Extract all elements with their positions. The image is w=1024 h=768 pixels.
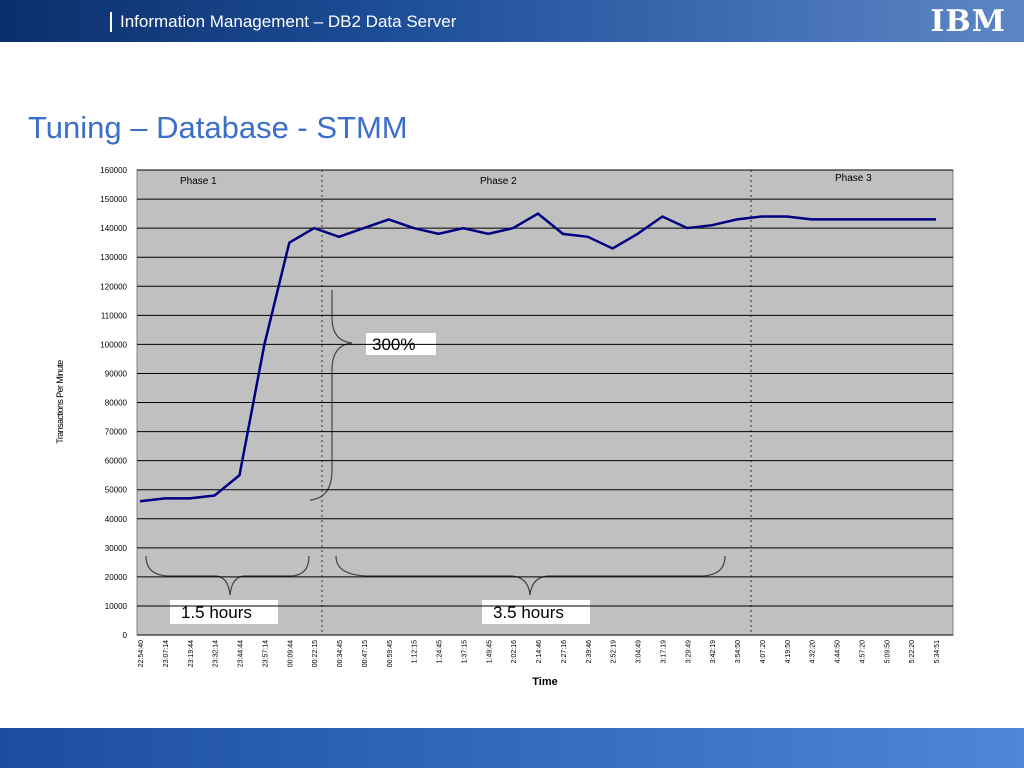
y-tick-label: 160000 [100, 166, 127, 175]
x-tick-label: 4:57:20 [859, 640, 866, 663]
y-tick-label: 30000 [105, 544, 128, 553]
y-tick-label: 70000 [105, 428, 128, 437]
label-bg [170, 600, 278, 624]
x-tick-label: 1:24:45 [437, 640, 444, 663]
phase-label: Phase 3 [835, 173, 872, 184]
y-tick-label: 100000 [100, 340, 127, 349]
x-tick-label: 2:27:16 [561, 640, 568, 663]
phase-label: Phase 1 [180, 176, 217, 187]
x-tick-label: 5:22:20 [909, 640, 916, 663]
y-tick-label: 50000 [105, 486, 128, 495]
y-tick-label: 140000 [100, 224, 127, 233]
x-tick-label: 1:12:15 [412, 640, 419, 663]
y-tick-label: 10000 [105, 602, 128, 611]
x-tick-label: 23:19:44 [188, 640, 195, 667]
x-tick-label: 00:59:45 [387, 640, 394, 667]
chart: Phase 1 Phase 2 Phase 3 300% 1.5 hours 3… [55, 166, 954, 688]
x-tick-label: 00:47:15 [362, 640, 369, 667]
annotation: 3.5 hours [493, 603, 564, 622]
header: Information Management – DB2 Data Server… [0, 0, 1024, 42]
brace [335, 555, 726, 596]
y-tick-label: 120000 [100, 282, 127, 291]
x-tick-label: 3:54:50 [735, 640, 742, 663]
footer [0, 728, 1024, 768]
x-tick-label: 00:22:15 [312, 640, 319, 667]
x-tick-label: 2:52:19 [611, 640, 618, 663]
annotation: 1.5 hours [181, 603, 252, 622]
y-axis-label: Transactions Per Minute [55, 360, 65, 444]
x-tick-label: 3:42:19 [710, 640, 717, 663]
y-tick-label: 0 [123, 631, 128, 640]
data-line [139, 212, 936, 503]
x-tick-label: 00:09:44 [287, 640, 294, 667]
x-tick-label: 23:32:14 [213, 640, 220, 667]
x-tick-label: 23:57:14 [262, 640, 269, 667]
x-tick-label: 3:17:19 [660, 640, 667, 663]
y-tick-label: 110000 [101, 311, 128, 320]
y-tick-label: 20000 [105, 573, 128, 582]
phase-label: Phase 2 [480, 176, 517, 187]
x-tick-label: 4:07:20 [760, 640, 767, 663]
x-tick-label: 23:07:14 [163, 640, 170, 667]
x-tick-label: 3:29:49 [685, 640, 692, 663]
x-tick-label: 2:14:46 [536, 640, 543, 663]
x-tick-label: 00:34:45 [337, 640, 344, 667]
x-tick-label: 5:34:51 [934, 640, 941, 663]
x-tick-label: 4:44:50 [835, 640, 842, 663]
x-tick-label: 2:02:16 [511, 640, 518, 663]
y-tick-label: 60000 [105, 457, 128, 466]
label-bg [482, 600, 590, 624]
x-tick-label: 23:44:44 [238, 640, 245, 667]
x-tick-label: 1:37:15 [461, 640, 468, 663]
y-tick-label: 40000 [105, 515, 128, 524]
x-tick-label: 4:19:50 [785, 640, 792, 663]
x-tick-label: 22:54:40 [138, 640, 145, 667]
x-tick-label: 5:09:50 [884, 640, 891, 663]
brace [145, 555, 310, 596]
x-tick-label: 2:39:46 [586, 640, 593, 663]
x-tick-label: 4:32:20 [810, 640, 817, 663]
header-title: Information Management – DB2 Data Server [110, 12, 456, 32]
y-tick-label: 130000 [100, 253, 127, 262]
slide-title: Tuning – Database - STMM [28, 110, 408, 145]
y-tick-label: 150000 [100, 195, 127, 204]
logo: IBM [930, 4, 1006, 39]
x-axis-label: Time [532, 676, 557, 688]
x-tick-label: 1:49:45 [486, 640, 493, 663]
y-tick-label: 80000 [105, 399, 128, 408]
y-tick-label: 90000 [105, 369, 128, 378]
x-tick-label: 3:04:49 [636, 640, 643, 663]
